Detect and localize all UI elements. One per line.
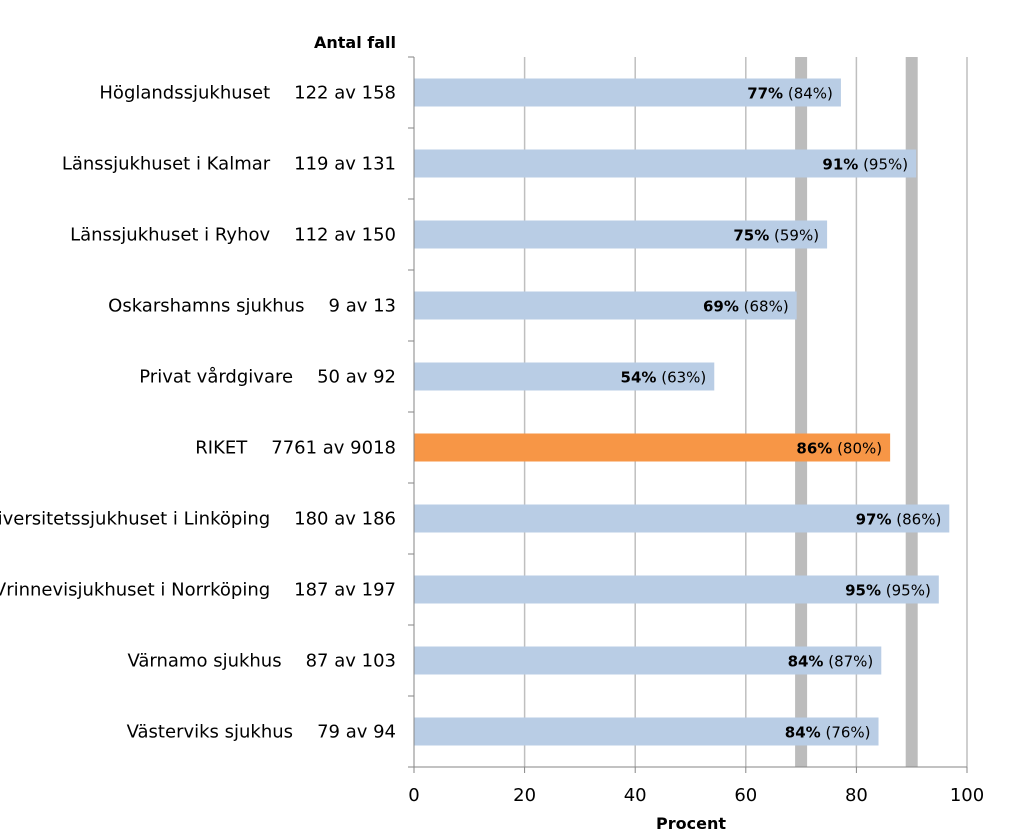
- data-label: 86% (80%): [796, 440, 882, 458]
- previous-value-label: (84%): [783, 85, 833, 103]
- previous-value-label: (76%): [821, 724, 871, 742]
- x-tick-label: 80: [845, 785, 868, 806]
- previous-value-label: (95%): [881, 582, 931, 600]
- data-label: 95% (95%): [845, 582, 931, 600]
- bar: [414, 575, 939, 604]
- count-label: 87 av 103: [306, 651, 396, 672]
- category-name: Länssjukhuset i Ryhov: [70, 225, 270, 246]
- previous-value-label: (68%): [739, 298, 789, 316]
- value-label: 77%: [747, 85, 783, 103]
- data-labels: 77% (84%) 91% (95%) 75% (59%) 69% (68%) 54% …: [621, 85, 942, 742]
- category-name: Västerviks sjukhus: [127, 722, 293, 743]
- category-name: Oskarshamns sjukhus: [108, 296, 304, 317]
- data-label: 84% (87%): [788, 653, 874, 671]
- category-label: RIKET 7761 av 9018: [195, 438, 396, 459]
- value-label: 69%: [703, 298, 739, 316]
- bar: [414, 362, 715, 391]
- category-label: Privat vårdgivare 50 av 92: [139, 367, 396, 388]
- value-label: 75%: [733, 227, 769, 245]
- category-name: Höglandssjukhuset: [99, 83, 270, 104]
- previous-value-label: (59%): [769, 227, 819, 245]
- x-tick-label: 20: [513, 785, 536, 806]
- category-label: Höglandssjukhuset 122 av 158: [99, 83, 396, 104]
- category-labels: Höglandssjukhuset 122 av 158 Länssjukhuset…: [0, 83, 396, 743]
- category-label: Värnamo sjukhus 87 av 103: [127, 651, 396, 672]
- data-label: 69% (68%): [703, 298, 789, 316]
- category-name: RIKET: [195, 438, 248, 459]
- count-label: 119 av 131: [294, 154, 396, 175]
- category-name: Länssjukhuset i Kalmar: [62, 154, 271, 175]
- data-label: 97% (86%): [856, 511, 942, 529]
- category-label: Länssjukhuset i Ryhov 112 av 150: [70, 225, 396, 246]
- bar: [414, 291, 797, 320]
- count-label: 9 av 13: [329, 296, 396, 317]
- previous-value-label: (95%): [858, 156, 908, 174]
- bar: [414, 78, 841, 107]
- category-label: Oskarshamns sjukhus 9 av 13: [108, 296, 396, 317]
- value-label: 95%: [845, 582, 881, 600]
- axes: 0 20 40 60 80 100: [408, 56, 984, 806]
- x-axis-title: Procent: [656, 814, 726, 833]
- category-label: Vrinnevisjukhuset i Norrköping 187 av 197: [0, 580, 396, 601]
- previous-value-label: (80%): [832, 440, 882, 458]
- data-label: 91% (95%): [822, 156, 908, 174]
- bars: [414, 78, 950, 746]
- data-label: 77% (84%): [747, 85, 833, 103]
- x-tick-label: 40: [624, 785, 647, 806]
- bar: [414, 504, 950, 533]
- bar: [414, 220, 828, 249]
- value-label: 86%: [796, 440, 832, 458]
- count-label: 122 av 158: [294, 83, 396, 104]
- count-label: 50 av 92: [317, 367, 396, 388]
- previous-value-label: (86%): [891, 511, 941, 529]
- bar: [414, 717, 879, 746]
- bar: [414, 149, 917, 178]
- previous-value-label: (87%): [823, 653, 873, 671]
- category-name: Värnamo sjukhus: [127, 651, 281, 672]
- count-label: 187 av 197: [294, 580, 396, 601]
- bar: [414, 646, 882, 675]
- category-name: Universitetssjukhuset i Linköping: [0, 509, 270, 530]
- previous-value-label: (63%): [656, 369, 706, 387]
- data-label: 84% (76%): [785, 724, 871, 742]
- category-label: Västerviks sjukhus 79 av 94: [127, 722, 396, 743]
- count-label: 112 av 150: [294, 225, 396, 246]
- value-label: 97%: [856, 511, 892, 529]
- count-label: 79 av 94: [317, 722, 396, 743]
- value-label: 91%: [822, 156, 858, 174]
- value-label: 84%: [788, 653, 824, 671]
- count-header: Antal fall: [314, 33, 396, 52]
- x-tick-label: 100: [950, 785, 984, 806]
- data-label: 54% (63%): [621, 369, 707, 387]
- value-label: 84%: [785, 724, 821, 742]
- category-name: Vrinnevisjukhuset i Norrköping: [0, 580, 270, 601]
- count-label: 180 av 186: [294, 509, 396, 530]
- count-label: 7761 av 9018: [271, 438, 396, 459]
- data-label: 75% (59%): [733, 227, 819, 245]
- x-tick-label: 0: [408, 785, 419, 806]
- bar-highlight: [414, 433, 891, 462]
- category-name: Privat vårdgivare: [139, 367, 293, 388]
- category-label: Universitetssjukhuset i Linköping 180 av …: [0, 509, 396, 530]
- category-label: Länssjukhuset i Kalmar 119 av 131: [62, 154, 396, 175]
- value-label: 54%: [621, 369, 657, 387]
- x-tick-label: 60: [734, 785, 757, 806]
